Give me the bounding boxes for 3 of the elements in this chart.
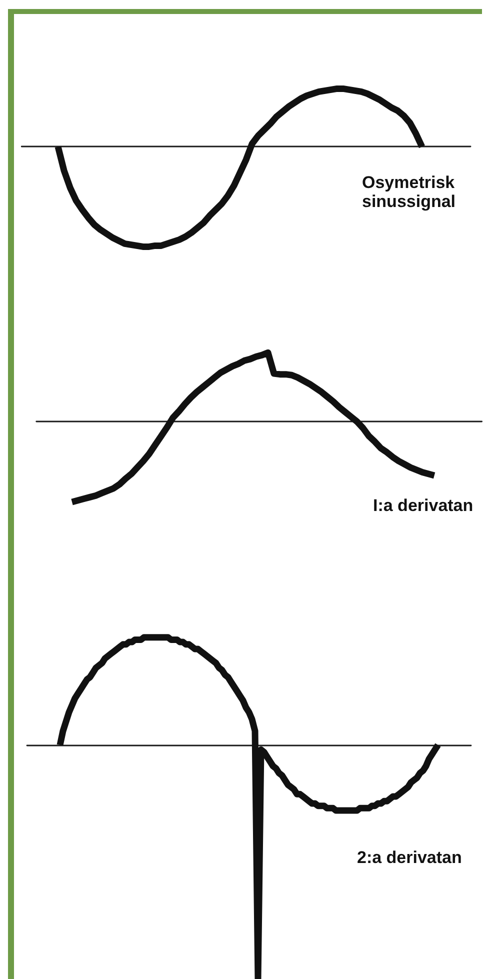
text: Osymetrisk sinussignal [362, 173, 460, 211]
text: 2:a derivatan [357, 848, 462, 867]
text: I:a derivatan [373, 496, 474, 515]
